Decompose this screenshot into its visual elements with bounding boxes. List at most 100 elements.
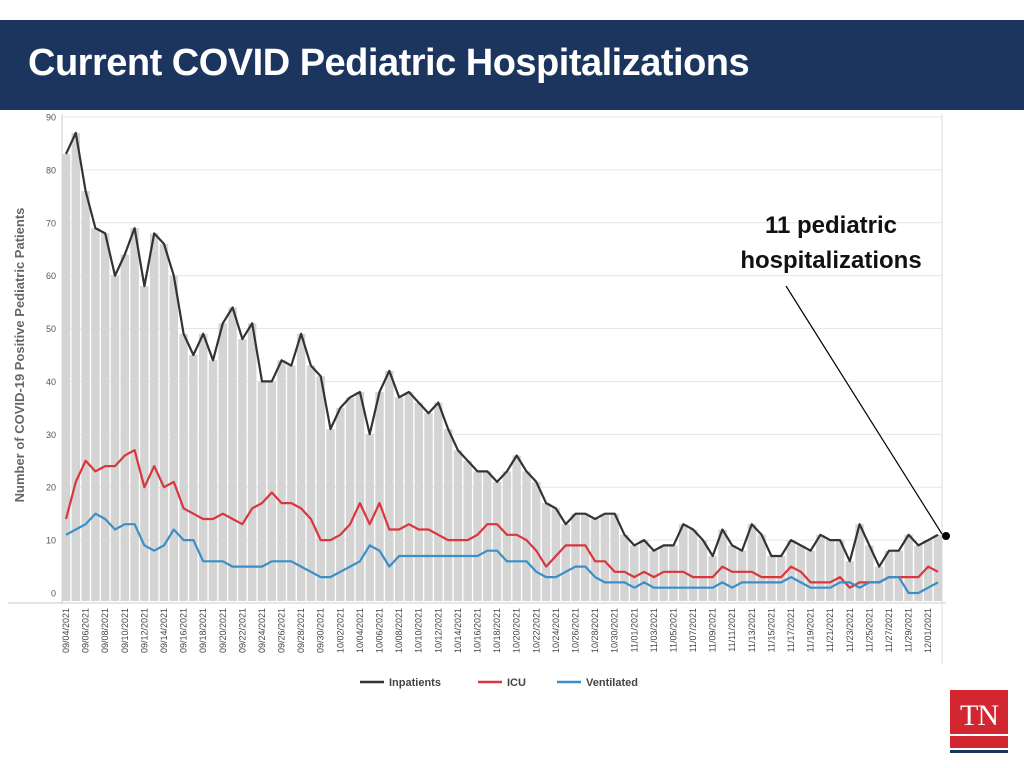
tn-logo-text: TN [960, 699, 999, 732]
tn-logo: TN [950, 690, 1008, 754]
series-line-icu [64, 449, 939, 589]
tn-logo-underline [950, 750, 1008, 753]
series-line-ventilated [65, 512, 939, 595]
inpatients-bar [443, 429, 453, 601]
inpatients-bar [394, 397, 404, 601]
x-tick-label: 09/04/2021 [61, 608, 71, 653]
x-tick-label: 10/04/2021 [355, 608, 365, 653]
inpatients-bar [326, 429, 335, 601]
inpatients-bar [81, 191, 90, 602]
x-tick-label: 09/30/2021 [316, 608, 326, 653]
inpatients-bar [816, 534, 825, 601]
inpatients-bar [257, 381, 267, 601]
y-tick-label: 80 [46, 165, 56, 175]
inpatients-bar [91, 228, 100, 602]
inpatients-bar [767, 555, 776, 601]
y-tick-label: 50 [46, 324, 56, 334]
inpatients-bar [345, 397, 355, 601]
hospitalizations-chart: 0 10 20 30 40 50 60 70 80 90 Number of COVID-19 Po… [8, 113, 950, 689]
inpatients-bar [923, 540, 933, 601]
inpatients-bar [894, 550, 904, 601]
inpatients-bar [159, 243, 169, 601]
x-tick-label: 11/19/2021 [806, 608, 816, 652]
x-tick-label: 09/28/2021 [296, 608, 306, 653]
inpatients-bar [581, 513, 590, 601]
inpatients-bar [933, 534, 943, 601]
x-tick-label: 09/10/2021 [120, 608, 130, 653]
x-tick-label: 10/12/2021 [433, 608, 443, 653]
inpatients-bar [698, 540, 708, 601]
page-title: Current COVID Pediatric Hospitalizations [28, 42, 750, 84]
inpatients-bar [453, 450, 463, 601]
inpatients-bar [502, 471, 512, 601]
y-tick-label: 20 [46, 483, 56, 493]
tn-logo-stripe [950, 734, 1008, 736]
annotation-pointer-line [785, 285, 943, 535]
inpatients-bar [541, 503, 551, 601]
inpatients-bar [904, 534, 913, 601]
x-tick-label: 11/11/2021 [727, 608, 737, 652]
inpatients-bar [404, 392, 414, 601]
x-tick-label: 09/16/2021 [179, 608, 189, 653]
inpatients-bar [561, 524, 570, 601]
inpatients-bar [737, 550, 747, 601]
inpatients-bar [669, 545, 678, 601]
series-line-inpatients [65, 131, 939, 568]
x-tick-label: 11/01/2021 [629, 608, 639, 652]
x-tick-label: 10/08/2021 [394, 608, 404, 653]
inpatients-bar [884, 550, 894, 601]
inpatients-bar [786, 540, 796, 601]
x-tick-label: 09/08/2021 [100, 608, 110, 653]
inpatients-bar [414, 402, 423, 601]
tn-logo-badge: TN [950, 690, 1008, 748]
inpatients-bar [110, 275, 120, 601]
x-tick-label: 11/07/2021 [688, 608, 698, 652]
inpatients-bar [600, 513, 610, 601]
x-tick-label: 10/16/2021 [473, 608, 483, 653]
inpatients-bar [708, 555, 717, 601]
inpatients-bar [855, 524, 864, 601]
inpatients-bar [483, 471, 492, 601]
inpatients-bar [218, 323, 227, 601]
x-tick-label: 11/17/2021 [786, 608, 796, 652]
inpatients-bar [424, 413, 433, 601]
inpatients-bar [845, 561, 855, 601]
y-axis-title: Number of COVID-19 Positive Pediatric Pa… [12, 208, 27, 503]
x-tick-label: 12/01/2021 [923, 608, 933, 653]
inpatients-bar [228, 307, 237, 601]
x-tick-label: 10/18/2021 [492, 608, 502, 653]
x-tick-label: 10/02/2021 [335, 608, 345, 653]
x-tick-label: 10/14/2021 [453, 608, 463, 653]
inpatients-bar [277, 360, 286, 601]
inpatients-bar [473, 471, 482, 601]
inpatients-bar [522, 471, 531, 601]
inpatients-bar [639, 540, 649, 601]
inpatients-bar [336, 407, 345, 601]
inpatients-bar [630, 545, 639, 601]
inpatients-bar [463, 460, 472, 601]
inpatients-bar [875, 566, 884, 601]
inpatients-bar [238, 339, 247, 601]
inpatients-bar [140, 286, 149, 601]
inpatients-bar [865, 545, 874, 601]
x-tick-label: 09/22/2021 [237, 608, 247, 653]
legend-label-icu: ICU [507, 677, 526, 689]
y-tick-label: 90 [46, 113, 56, 123]
annotation-line-1: 11 pediatric [764, 212, 898, 239]
y-tick-label: 70 [46, 218, 56, 228]
y-tick-label: 60 [46, 271, 56, 281]
inpatients-bar [296, 333, 306, 601]
inpatients-bar [120, 254, 129, 601]
x-tick-label: 10/22/2021 [531, 608, 541, 653]
inpatients-bar [287, 365, 296, 601]
inpatients-bar [198, 333, 208, 601]
inpatients-bar [71, 132, 81, 601]
x-tick-label: 10/06/2021 [375, 608, 385, 653]
x-tick-label: 09/20/2021 [218, 608, 228, 653]
inpatients-bar [571, 513, 580, 601]
inpatients-bar [247, 323, 257, 601]
inpatients-bar [179, 333, 188, 601]
inpatients-bar [434, 402, 443, 601]
title-bar: Current COVID Pediatric Hospitalizations [0, 20, 1024, 110]
x-tick-label: 11/25/2021 [864, 608, 874, 652]
